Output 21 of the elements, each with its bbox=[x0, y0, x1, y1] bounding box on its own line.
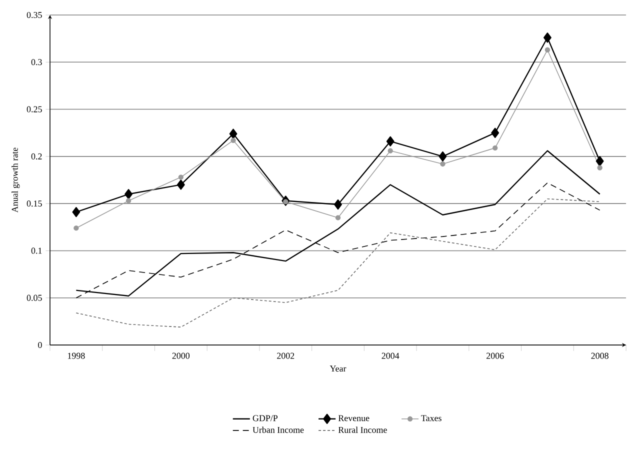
x-tick-label: 2000 bbox=[172, 352, 190, 359]
y-tick-label: 0.2 bbox=[31, 153, 42, 160]
x-axis-title: Year bbox=[330, 366, 346, 372]
x-tick-label: 2002 bbox=[277, 352, 294, 359]
y-tick-label: 0.35 bbox=[26, 12, 42, 18]
x-tick-label: 1998 bbox=[68, 352, 85, 359]
x-tick-label: 2004 bbox=[382, 352, 400, 359]
y-tick-label: 0.25 bbox=[26, 106, 42, 112]
legend-label: Rural Income bbox=[338, 426, 387, 433]
x-tick-label: 2008 bbox=[591, 352, 608, 359]
legend-label: Urban Income bbox=[252, 426, 304, 433]
legend-label: Revenue bbox=[338, 415, 370, 422]
y-tick-label: 0.05 bbox=[26, 294, 42, 301]
legend-label: Taxes bbox=[421, 415, 442, 422]
y-tick-label: 0.3 bbox=[31, 59, 42, 66]
y-tick-label: 0 bbox=[38, 342, 42, 348]
y-tick-label: 0.15 bbox=[26, 200, 42, 207]
y-tick-label: 0.1 bbox=[31, 248, 42, 254]
x-tick-label: 2006 bbox=[486, 352, 504, 359]
legend-label: GDP/P bbox=[252, 415, 278, 422]
y-axis-title: Anual growth rate bbox=[12, 148, 20, 213]
